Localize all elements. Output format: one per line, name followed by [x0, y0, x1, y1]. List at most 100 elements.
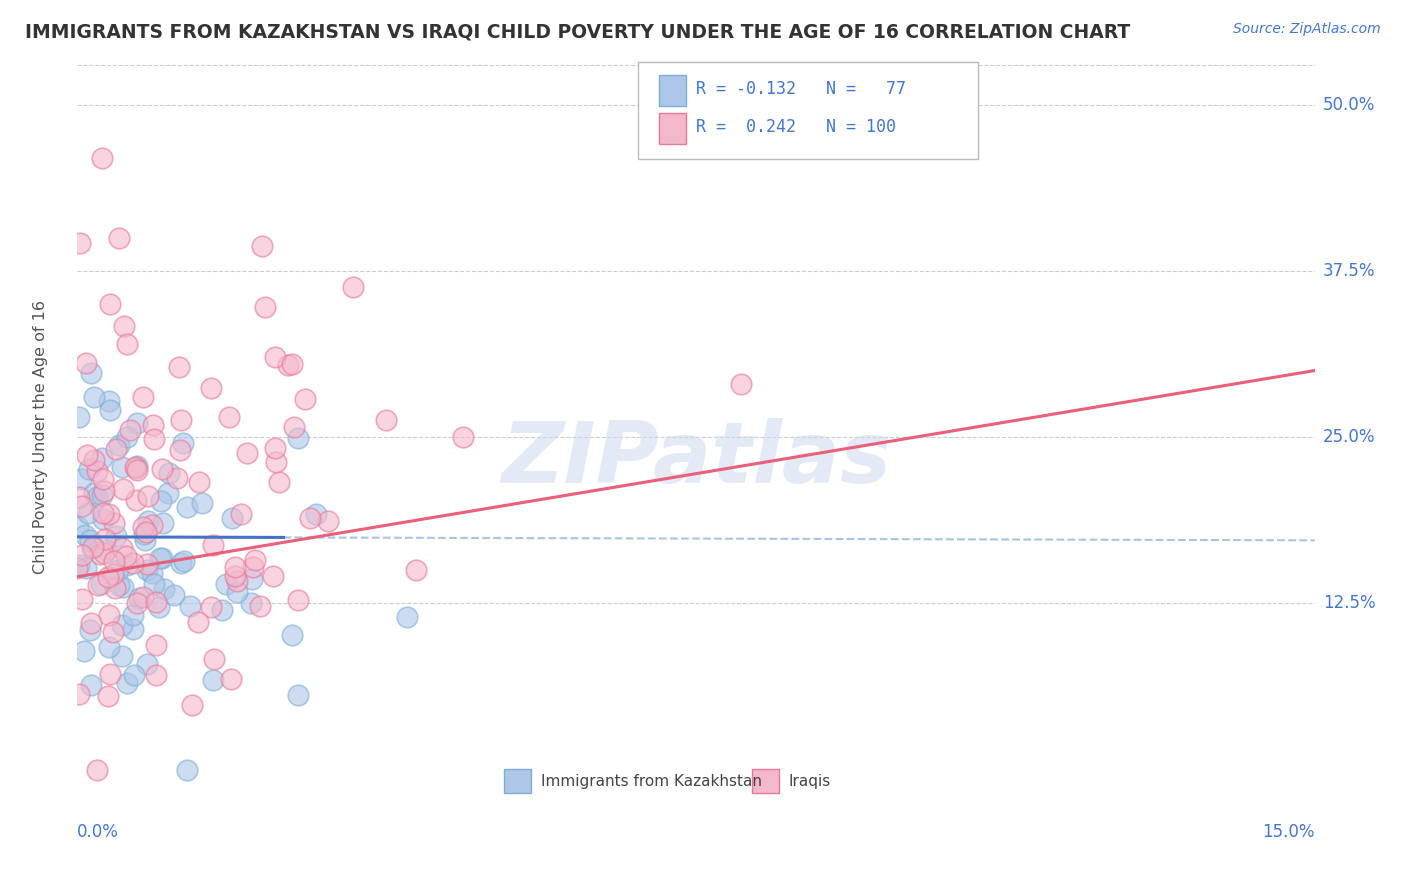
Point	[104, 529, 127, 543]
Text: R =  0.242   N = 100: R = 0.242 N = 100	[696, 118, 896, 136]
Point	[93, 483, 115, 498]
Text: IMMIGRANTS FROM KAZAKHSTAN VS IRAQI CHILD POVERTY UNDER THE AGE OF 16 CORRELATIO: IMMIGRANTS FROM KAZAKHSTAN VS IRAQI CHIL…	[25, 22, 1130, 41]
Bar	[505, 769, 531, 794]
Point	[67, 410, 90, 425]
Point	[405, 564, 427, 578]
Point	[91, 506, 114, 520]
Point	[294, 392, 316, 406]
Text: 50.0%: 50.0%	[1323, 95, 1375, 113]
Point	[191, 496, 214, 510]
Point	[112, 483, 135, 497]
Point	[97, 394, 120, 409]
Point	[115, 558, 138, 573]
Point	[107, 230, 129, 244]
Point	[98, 297, 121, 311]
Point	[73, 644, 96, 658]
Point	[66, 520, 89, 534]
Point	[242, 559, 264, 574]
Point	[111, 541, 134, 556]
Point	[121, 622, 143, 636]
Point	[108, 577, 131, 591]
Point	[97, 608, 120, 623]
Point	[132, 390, 155, 404]
Point	[148, 599, 170, 614]
Point	[176, 763, 198, 777]
Point	[69, 236, 91, 251]
Point	[80, 367, 103, 381]
Point	[91, 472, 114, 486]
Point	[108, 438, 131, 452]
Point	[103, 554, 125, 568]
Point	[145, 638, 167, 652]
Point	[122, 667, 145, 681]
Point	[169, 360, 191, 375]
Point	[202, 652, 225, 666]
Point	[287, 688, 309, 702]
Point	[82, 541, 104, 555]
Point	[150, 551, 173, 566]
Point	[94, 543, 117, 558]
Point	[75, 561, 97, 575]
Point	[72, 500, 94, 514]
Point	[91, 151, 114, 165]
Point	[152, 516, 174, 531]
Point	[163, 588, 186, 602]
Point	[93, 546, 115, 560]
Point	[107, 563, 129, 577]
Point	[73, 528, 96, 542]
Point	[98, 508, 121, 522]
Point	[112, 580, 135, 594]
Point	[125, 596, 148, 610]
Point	[86, 490, 108, 504]
Text: 37.5%: 37.5%	[1323, 262, 1375, 280]
Point	[111, 460, 134, 475]
Point	[79, 533, 101, 547]
Point	[229, 507, 252, 521]
Point	[67, 558, 90, 572]
Point	[82, 541, 104, 556]
Point	[305, 507, 328, 521]
Point	[121, 607, 143, 622]
Point	[98, 403, 121, 417]
Point	[115, 430, 138, 444]
Point	[180, 698, 202, 713]
Point	[79, 462, 101, 476]
Point	[218, 410, 240, 425]
Point	[157, 466, 180, 480]
Point	[249, 599, 271, 613]
Text: ZIPatlas: ZIPatlas	[501, 418, 891, 501]
Text: 0.0%: 0.0%	[77, 822, 120, 841]
Point	[105, 442, 128, 456]
Point	[70, 549, 93, 563]
Point	[127, 416, 149, 430]
Point	[90, 577, 112, 591]
Point	[83, 453, 105, 467]
Text: Child Poverty Under the Age of 16: Child Poverty Under the Age of 16	[32, 300, 48, 574]
Point	[202, 673, 225, 688]
Point	[157, 485, 180, 500]
Text: Source: ZipAtlas.com: Source: ZipAtlas.com	[1233, 22, 1381, 37]
Point	[173, 554, 195, 568]
Point	[98, 640, 121, 654]
Point	[277, 359, 299, 373]
Point	[150, 461, 173, 475]
Point	[200, 381, 222, 395]
Point	[266, 455, 288, 469]
Point	[201, 538, 224, 552]
Point	[143, 432, 166, 446]
Point	[226, 574, 249, 588]
Point	[263, 350, 285, 364]
Point	[136, 515, 159, 529]
Point	[236, 446, 259, 460]
Text: 25.0%: 25.0%	[1323, 428, 1375, 446]
Point	[242, 572, 264, 586]
Point	[179, 599, 201, 613]
Point	[287, 592, 309, 607]
Point	[253, 300, 276, 314]
Point	[240, 596, 263, 610]
Point	[145, 595, 167, 609]
Point	[730, 376, 752, 391]
Point	[149, 551, 172, 566]
Point	[124, 460, 146, 475]
Point	[97, 570, 120, 584]
